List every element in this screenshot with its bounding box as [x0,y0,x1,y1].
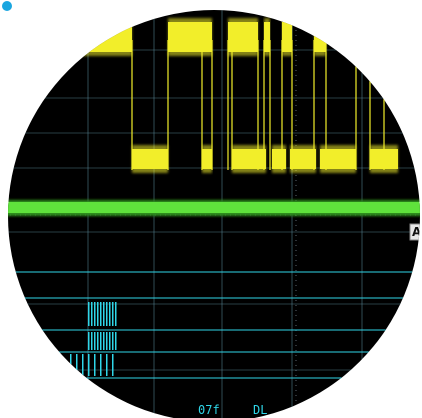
cyan-burst-pulse [112,302,114,326]
cyan-burst-pulse [88,332,90,350]
yellow-high-core [282,22,292,52]
yellow-high-core [228,22,258,52]
yellow-high-core [314,22,326,52]
cyan-burst-pulse [91,332,93,350]
yellow-low-core [272,149,286,169]
cyan-burst-pulse [88,302,90,326]
cyan-burst-pulse [91,302,93,326]
cyan-burst-pulse [103,302,105,326]
decode-readout-cut: DL [253,403,267,417]
trigger-marker[interactable]: A [409,223,422,241]
cyan-burst-pulse [94,332,96,350]
yellow-high-core [264,22,270,52]
yellow-low-core [202,149,212,169]
trigger-marker-label: A [412,225,422,239]
yellow-high-core [356,22,384,52]
cyan-burst-pulse [97,332,99,350]
cyan-burst-pulse [100,332,102,350]
yellow-high-band [356,18,384,56]
cyan-burst-pulse [115,332,117,350]
cyan-burst-pulse [100,354,102,376]
cyan-burst-pulse [94,354,96,376]
cyan-burst-pulse [106,332,108,350]
yellow-low-core [290,149,316,169]
cyan-burst-pulse [115,302,117,326]
cyan-burst-pulse [106,302,108,326]
cyan-burst-pulse [106,354,108,376]
cyan-burst-pulse [109,332,111,350]
yellow-low-core [132,149,168,169]
cyan-burst-pulse [112,354,114,376]
cyan-burst-pulse [97,302,99,326]
cyan-burst-pulse [82,354,84,376]
cyan-burst-pulse [112,332,114,350]
yellow-low-core [320,149,356,169]
cyan-burst-pulse [88,354,90,376]
decode-readout: 07f [198,403,220,417]
cyan-burst-pulse [109,302,111,326]
cyan-burst-pulse [100,302,102,326]
cyan-burst-pulse [103,332,105,350]
cyan-burst-pulse [76,354,78,376]
channel-green-trace [8,200,420,216]
yellow-high-core [72,22,132,52]
cyan-burst-pulse [94,302,96,326]
corner-dot-icon [2,1,12,11]
cyan-burst-pulse [70,354,72,376]
yellow-high-core [168,22,212,52]
yellow-low-core [232,149,266,169]
